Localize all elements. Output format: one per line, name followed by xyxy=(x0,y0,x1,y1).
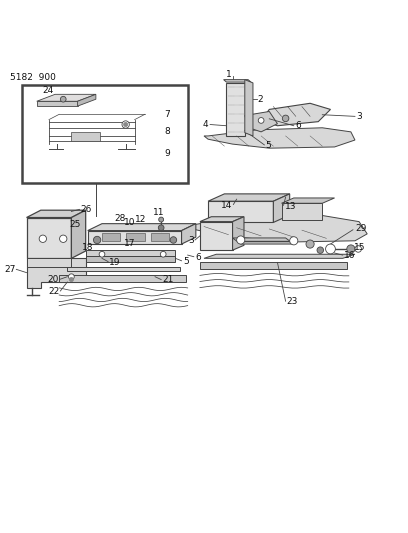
Text: 29: 29 xyxy=(355,224,366,233)
Text: 25: 25 xyxy=(69,220,81,229)
Text: 5: 5 xyxy=(265,141,271,150)
Text: 9: 9 xyxy=(164,149,170,158)
Text: 12: 12 xyxy=(135,215,146,224)
Text: 16: 16 xyxy=(344,251,355,260)
Text: 10: 10 xyxy=(124,219,136,228)
Polygon shape xyxy=(245,111,277,132)
Text: 3: 3 xyxy=(356,112,362,121)
Polygon shape xyxy=(71,210,86,259)
Circle shape xyxy=(306,240,314,248)
Circle shape xyxy=(170,237,177,243)
Circle shape xyxy=(93,236,101,244)
Circle shape xyxy=(159,217,164,222)
Circle shape xyxy=(290,237,298,245)
Text: 1: 1 xyxy=(226,70,232,79)
Polygon shape xyxy=(86,250,175,256)
Polygon shape xyxy=(27,210,86,217)
Polygon shape xyxy=(208,201,273,222)
Circle shape xyxy=(122,121,129,128)
Circle shape xyxy=(237,236,245,244)
Circle shape xyxy=(355,246,361,252)
Circle shape xyxy=(258,118,264,123)
Text: 26: 26 xyxy=(81,205,92,214)
Text: 13: 13 xyxy=(285,201,296,211)
Circle shape xyxy=(317,247,324,254)
Polygon shape xyxy=(273,194,290,222)
Polygon shape xyxy=(233,238,294,244)
Polygon shape xyxy=(126,233,145,241)
Circle shape xyxy=(158,225,164,231)
Text: 6: 6 xyxy=(195,253,201,262)
Text: 3: 3 xyxy=(188,236,194,245)
Circle shape xyxy=(69,274,74,279)
Polygon shape xyxy=(204,128,355,148)
Text: 20: 20 xyxy=(48,275,59,284)
Text: 5: 5 xyxy=(183,257,188,265)
Polygon shape xyxy=(88,224,196,231)
Circle shape xyxy=(347,245,355,253)
Circle shape xyxy=(60,96,66,102)
Text: 15: 15 xyxy=(354,243,366,252)
Text: 6: 6 xyxy=(295,121,301,130)
Polygon shape xyxy=(200,222,233,250)
Polygon shape xyxy=(200,262,347,269)
Circle shape xyxy=(124,123,128,126)
Circle shape xyxy=(326,244,335,254)
Text: 7: 7 xyxy=(164,110,170,119)
Circle shape xyxy=(99,252,105,257)
Polygon shape xyxy=(261,103,330,126)
Polygon shape xyxy=(200,217,244,222)
Polygon shape xyxy=(233,217,244,250)
Text: 11: 11 xyxy=(153,208,164,217)
Polygon shape xyxy=(282,198,335,203)
Circle shape xyxy=(60,235,67,243)
Text: 27: 27 xyxy=(4,265,16,274)
Circle shape xyxy=(69,278,73,281)
Polygon shape xyxy=(151,233,169,241)
Text: 24: 24 xyxy=(43,86,54,95)
Text: 17: 17 xyxy=(124,239,136,248)
Text: 18: 18 xyxy=(82,243,93,252)
Polygon shape xyxy=(71,132,100,141)
Polygon shape xyxy=(224,79,251,82)
Polygon shape xyxy=(59,276,186,282)
Text: 19: 19 xyxy=(109,258,121,267)
Polygon shape xyxy=(204,254,355,259)
Polygon shape xyxy=(208,194,290,201)
Polygon shape xyxy=(182,224,196,244)
Polygon shape xyxy=(282,203,322,220)
Polygon shape xyxy=(188,215,367,242)
Polygon shape xyxy=(86,256,175,262)
Polygon shape xyxy=(27,259,86,288)
Polygon shape xyxy=(67,266,180,271)
Text: 2: 2 xyxy=(258,95,264,104)
Text: 28: 28 xyxy=(114,214,126,223)
Text: 22: 22 xyxy=(48,287,59,296)
Circle shape xyxy=(160,252,166,257)
Text: 8: 8 xyxy=(164,127,170,136)
Polygon shape xyxy=(226,83,245,136)
Polygon shape xyxy=(37,101,78,106)
Circle shape xyxy=(39,235,47,243)
Polygon shape xyxy=(27,217,71,259)
Polygon shape xyxy=(78,94,96,106)
Polygon shape xyxy=(88,231,182,244)
Polygon shape xyxy=(27,259,71,266)
Bar xyxy=(22,85,188,183)
Polygon shape xyxy=(102,233,120,241)
Text: 14: 14 xyxy=(221,201,233,210)
Text: 5182  900: 5182 900 xyxy=(10,72,56,82)
Polygon shape xyxy=(37,94,96,101)
Text: 4: 4 xyxy=(202,120,208,129)
Text: 21: 21 xyxy=(162,276,174,285)
Text: 23: 23 xyxy=(287,297,298,306)
Polygon shape xyxy=(245,79,253,136)
Circle shape xyxy=(282,115,289,122)
